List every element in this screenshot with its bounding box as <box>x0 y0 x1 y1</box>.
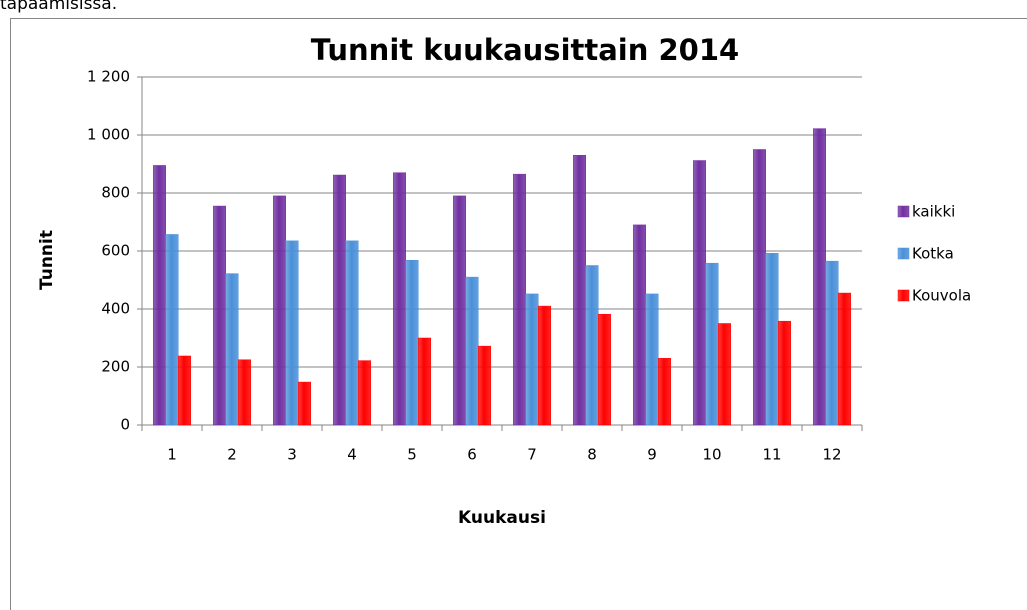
y-axis-label: Tunnit <box>37 230 57 290</box>
y-tick-label: 600 <box>101 242 130 260</box>
legend-label: Kouvola <box>912 287 971 305</box>
x-tick-label: 3 <box>287 446 297 464</box>
intro-text: tapaamisissa. <box>0 0 117 14</box>
bar <box>693 160 706 426</box>
bar <box>345 240 359 426</box>
bar <box>418 337 431 426</box>
bar <box>598 313 611 426</box>
bar <box>405 260 419 426</box>
bar <box>153 165 166 426</box>
legend-swatch <box>897 247 910 260</box>
legend-label: kaikki <box>912 203 955 221</box>
bar <box>645 293 659 426</box>
x-tick-label: 10 <box>702 446 721 464</box>
legend-swatch <box>897 289 910 302</box>
x-tick-label: 1 <box>167 446 177 464</box>
bar <box>213 205 226 426</box>
bar <box>718 323 731 426</box>
x-axis-label: Kuukausi <box>458 508 546 528</box>
bar <box>393 172 406 426</box>
bar <box>838 292 851 426</box>
bar <box>165 234 179 426</box>
x-tick-label: 8 <box>587 446 597 464</box>
bar <box>705 262 719 426</box>
x-tick-label: 12 <box>822 446 841 464</box>
y-tick-label: 200 <box>101 358 130 376</box>
bar <box>273 195 286 426</box>
bar <box>825 260 839 426</box>
y-tick-label: 0 <box>120 416 130 434</box>
bar <box>573 155 586 426</box>
bar <box>298 381 311 426</box>
x-tick-label: 2 <box>227 446 237 464</box>
x-tick-label: 4 <box>347 446 357 464</box>
y-tick-label: 400 <box>101 300 130 318</box>
bar <box>658 358 671 426</box>
bar <box>453 195 466 426</box>
bar <box>358 360 371 426</box>
bar <box>178 355 191 426</box>
x-tick-label: 7 <box>527 446 537 464</box>
chart-title: Tunnit kuukausittain 2014 <box>311 33 739 67</box>
bar <box>765 253 779 426</box>
bar <box>585 265 599 426</box>
x-tick-label: 6 <box>467 446 477 464</box>
bar <box>513 173 526 426</box>
x-tick-label: 9 <box>647 446 657 464</box>
bar <box>633 224 646 426</box>
y-tick-label: 800 <box>101 184 130 202</box>
bar <box>538 305 551 426</box>
bar <box>813 128 826 426</box>
bar <box>778 320 791 426</box>
bar <box>465 276 479 426</box>
y-tick-label: 1 200 <box>87 68 130 86</box>
bar <box>285 240 299 426</box>
bar <box>525 293 539 426</box>
bar <box>333 174 346 426</box>
legend-label: Kotka <box>912 245 954 263</box>
bar <box>238 359 251 426</box>
bar <box>225 273 239 426</box>
legend-swatch <box>897 205 910 218</box>
x-tick-label: 5 <box>407 446 417 464</box>
x-tick-label: 11 <box>762 446 781 464</box>
bar <box>753 149 766 426</box>
y-tick-label: 1 000 <box>87 126 130 144</box>
bar <box>478 345 491 426</box>
